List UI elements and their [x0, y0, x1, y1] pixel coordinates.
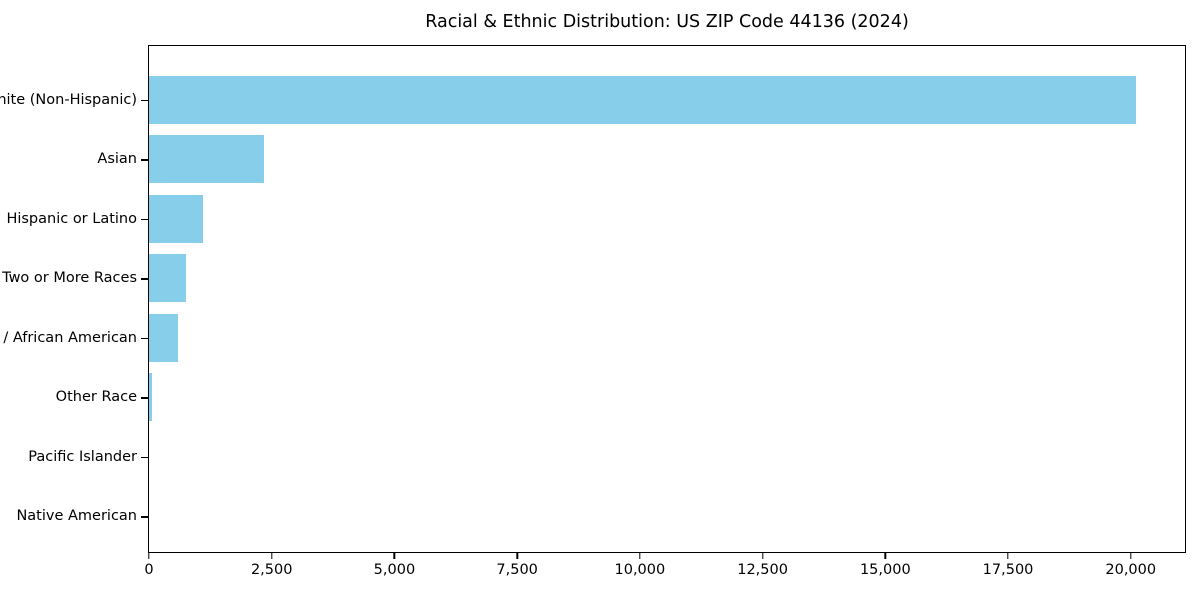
- x-tick-mark: [761, 552, 764, 559]
- x-tick-mark: [1130, 552, 1132, 559]
- x-tick-mark: [271, 552, 273, 559]
- category-label: Black / African American: [0, 329, 137, 346]
- bar-row: Asian: [97, 130, 1185, 190]
- category-label: White (Non-Hispanic): [0, 91, 137, 108]
- x-tick-label: 17,500: [982, 562, 1034, 578]
- bar-rows-container: White (Non-Hispanic) Asian Hispanic or Lat…: [0, 46, 1185, 552]
- bar-row: Black / African American: [0, 308, 1185, 368]
- x-tick-label: 5,000: [373, 562, 416, 578]
- x-tick-label: 0: [144, 562, 154, 578]
- category-label: Native American: [16, 508, 137, 525]
- chart-title: Racial & Ethnic Distribution: US ZIP Cod…: [425, 12, 909, 32]
- category-label: Two or More Races: [2, 270, 137, 287]
- x-tick-mark: [1007, 552, 1009, 559]
- x-tick-mark: [516, 552, 518, 559]
- category-label: Pacific Islander: [28, 448, 137, 465]
- bar-row: Two or More Races: [2, 249, 1185, 309]
- category-label: Asian: [97, 151, 137, 168]
- y-tick-mark: [141, 397, 148, 399]
- bar-row: Other Race: [56, 368, 1185, 428]
- x-tick-mark: [639, 552, 641, 559]
- bar: [149, 194, 203, 243]
- x-tick-label: 7,500: [496, 562, 538, 578]
- bar: [149, 373, 153, 422]
- bar-row: Native American: [16, 487, 1185, 547]
- y-tick-mark: [141, 337, 148, 340]
- x-tick-label: 15,000: [859, 562, 911, 578]
- bar-row: White (Non-Hispanic): [0, 70, 1185, 130]
- y-tick-mark: [141, 516, 148, 518]
- x-tick-label: 2,500: [250, 562, 293, 578]
- x-tick-label: 12,500: [737, 562, 788, 578]
- x-tick-mark: [884, 552, 887, 559]
- x-tick-mark: [393, 552, 396, 559]
- x-tick-label: 20,000: [1105, 562, 1157, 578]
- bar: [149, 135, 265, 184]
- bar-row: Pacific Islander: [28, 427, 1185, 487]
- y-tick-mark: [141, 456, 148, 459]
- bar: [149, 75, 1136, 124]
- y-tick-mark: [141, 159, 148, 161]
- y-tick-mark: [141, 278, 148, 280]
- y-tick-mark: [141, 99, 148, 102]
- plot-area: White (Non-Hispanic) Asian Hispanic or Lat…: [0, 45, 1186, 578]
- category-label: Hispanic or Latino: [6, 210, 137, 227]
- bar: [149, 254, 186, 303]
- bar: [149, 313, 179, 362]
- category-label: Other Race: [55, 389, 137, 406]
- x-tick-label: 10,000: [614, 562, 666, 578]
- y-tick-mark: [141, 218, 148, 221]
- x-tick-mark: [148, 552, 150, 559]
- bar-row: Hispanic or Latino: [6, 189, 1185, 249]
